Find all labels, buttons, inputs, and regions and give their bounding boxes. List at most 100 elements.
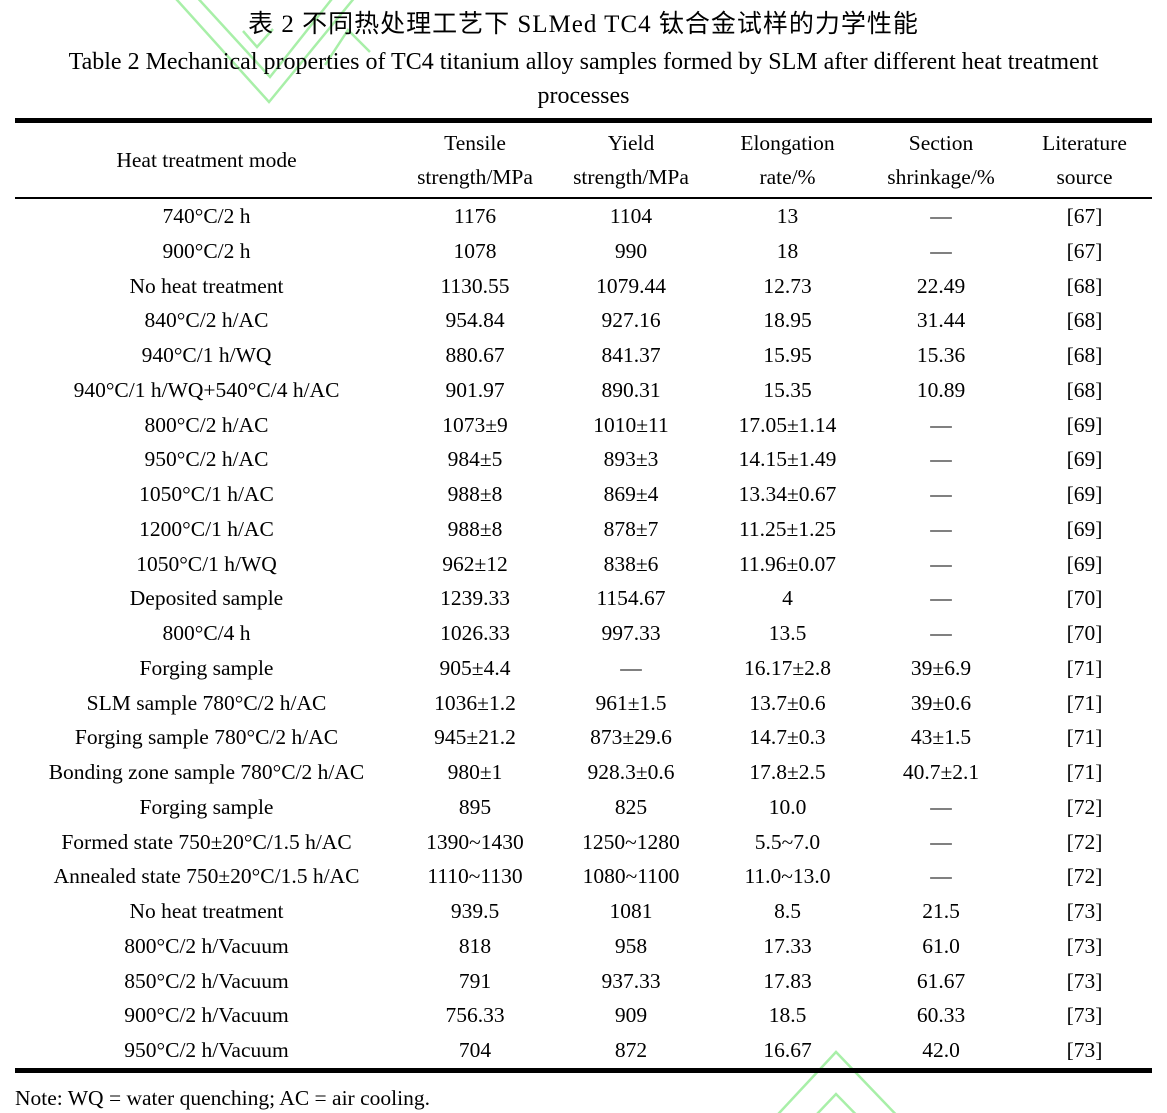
cell-section-shrinkage-pct: 43±1.5 [910, 725, 972, 750]
table-title-english-cont: processes [537, 83, 630, 109]
cell-literature-source: [68] [1066, 308, 1103, 333]
cell-elongation-rate-pct: 4 [782, 586, 793, 611]
cell-elongation-rate-pct: 17.8±2.5 [749, 760, 826, 784]
cell-yield-strength-mpa: 838±6 [603, 551, 659, 576]
cell-yield-strength-mpa: 869±4 [603, 482, 659, 506]
cell-heat-treatment-mode: 940°C/1 h/WQ+540°C/4 h/AC [73, 377, 340, 402]
cell-elongation-rate-pct: 11.25±1.25 [738, 516, 836, 541]
cell-heat-treatment-mode: Forging sample [139, 794, 274, 819]
cell-section-shrinkage-pct: 60.33 [916, 1003, 966, 1028]
table-footnote: Note: WQ = water quenching; AC = air coo… [15, 1085, 430, 1110]
cell-yield-strength-mpa: 909 [614, 1003, 648, 1028]
cell-heat-treatment-mode: 800°C/2 h/AC [144, 412, 269, 437]
cell-tensile-strength-mpa: 1390~1430 [426, 829, 524, 854]
cell-section-shrinkage-pct: 31.44 [916, 308, 966, 333]
cell-tensile-strength-mpa: 939.5 [450, 899, 500, 923]
header-line: Literature [1042, 131, 1127, 155]
cell-literature-source: [69] [1066, 516, 1103, 541]
header-heat-treatment-mode: Heat treatment mode [15, 121, 398, 199]
cell-heat-treatment-mode: 1050°C/1 h/WQ [136, 551, 277, 576]
cell-elongation-rate-pct: 14.15±1.49 [738, 447, 837, 472]
table-row: 1050°C/1 h/AC 988±8 869±4 13.34±0.67 — [69] [15, 477, 1152, 512]
cell-tensile-strength-mpa: 1176 [453, 204, 497, 228]
cell-tensile-strength-mpa: 1239.33 [440, 586, 510, 611]
table-row: 900°C/2 h/Vacuum 756.33 909 18.5 60.33 [73] [15, 998, 1152, 1033]
cell-heat-treatment-mode: No heat treatment [129, 899, 284, 923]
cell-elongation-rate-pct: 13.34±0.67 [738, 482, 837, 506]
cell-literature-source: [73] [1066, 899, 1103, 923]
cell-section-shrinkage-pct: 15.36 [916, 343, 966, 367]
cell-literature-source: [69] [1066, 551, 1103, 576]
cell-literature-source: [73] [1066, 933, 1103, 958]
cell-section-shrinkage-pct: — [930, 447, 952, 472]
header-line: shrinkage/% [887, 165, 995, 189]
cell-section-shrinkage-pct: — [930, 586, 952, 611]
cell-literature-source: [68] [1066, 343, 1103, 367]
cell-section-shrinkage-pct: — [930, 482, 952, 506]
table-row: 950°C/2 h/AC 984±5 893±3 14.15±1.49 — [69] [15, 442, 1152, 477]
cell-elongation-rate-pct: 16.67 [763, 1038, 812, 1062]
cell-tensile-strength-mpa: 1078 [453, 238, 497, 263]
cell-tensile-strength-mpa: 1073±9 [442, 412, 508, 437]
cell-elongation-rate-pct: 18.95 [763, 308, 812, 333]
cell-tensile-strength-mpa: 1026.33 [440, 621, 510, 645]
table-row: 740°C/2 h 1176 1104 13 — [67] [15, 198, 1152, 234]
header-line: Section [908, 131, 974, 155]
cell-heat-treatment-mode: SLM sample 780°C/2 h/AC [86, 690, 327, 715]
table-body: 740°C/2 h 1176 1104 13 — [67] 900°C/2 h 1078 990… [15, 198, 1152, 1070]
cell-literature-source: [71] [1066, 655, 1103, 680]
cell-heat-treatment-mode: 940°C/1 h/WQ [141, 343, 272, 367]
table-row: 950°C/2 h/Vacuum 704 872 16.67 42.0 [73] [15, 1033, 1152, 1070]
cell-literature-source: [70] [1066, 621, 1103, 645]
cell-yield-strength-mpa: 1250~1280 [582, 829, 680, 854]
cell-heat-treatment-mode: No heat treatment [129, 273, 284, 298]
table-row: No heat treatment 939.5 1081 8.5 21.5 [73] [15, 894, 1152, 929]
table-row: No heat treatment 1130.55 1079.44 12.73 22.4… [15, 269, 1152, 304]
cell-yield-strength-mpa: 1081 [609, 899, 653, 923]
header-tensile-strength: Tensile strength/MPa [398, 121, 552, 199]
cell-yield-strength-mpa: 958 [614, 933, 648, 958]
cell-tensile-strength-mpa: 901.97 [445, 377, 505, 402]
cell-section-shrinkage-pct: 61.67 [916, 968, 966, 993]
cell-yield-strength-mpa: 961±1.5 [595, 690, 667, 715]
table-row: Formed state 750±20°C/1.5 h/AC 1390~1430 1… [15, 825, 1152, 860]
header-line: rate/% [759, 165, 816, 189]
header-line: source [1056, 165, 1113, 189]
cell-yield-strength-mpa: 825 [614, 794, 648, 819]
cell-heat-treatment-mode: 900°C/2 h [162, 238, 251, 263]
table-row: 940°C/1 h/WQ 880.67 841.37 15.95 15.36 [68] [15, 338, 1152, 373]
cell-elongation-rate-pct: 11.96±0.07 [738, 551, 836, 576]
cell-yield-strength-mpa: 1079.44 [596, 273, 666, 298]
cell-section-shrinkage-pct: 10.89 [916, 377, 966, 402]
cell-elongation-rate-pct: 15.35 [763, 377, 812, 402]
cell-literature-source: [72] [1066, 794, 1103, 819]
cell-tensile-strength-mpa: 962±12 [442, 551, 508, 576]
cell-heat-treatment-mode: 1200°C/1 h/AC [139, 516, 274, 541]
header-elongation-rate: Elongation rate/% [710, 121, 865, 199]
cell-literature-source: [71] [1066, 690, 1103, 715]
header-row: Heat treatment mode Tensile strength/MPa… [15, 121, 1152, 199]
cell-heat-treatment-mode: Forging sample [139, 655, 274, 680]
header-line: Elongation [740, 131, 835, 155]
cell-elongation-rate-pct: 13.5 [768, 621, 807, 645]
cell-section-shrinkage-pct: 61.0 [922, 933, 960, 958]
cell-heat-treatment-mode: 1050°C/1 h/AC [139, 482, 274, 506]
cell-tensile-strength-mpa: 1036±1.2 [434, 690, 516, 715]
cell-literature-source: [67] [1066, 238, 1103, 263]
cell-tensile-strength-mpa: 704 [458, 1038, 492, 1062]
cell-yield-strength-mpa: — [620, 655, 642, 680]
cell-heat-treatment-mode: 800°C/2 h/Vacuum [124, 933, 289, 958]
cell-elongation-rate-pct: 18 [776, 238, 799, 263]
cell-section-shrinkage-pct: 40.7±2.1 [902, 760, 980, 784]
cell-heat-treatment-mode: 800°C/4 h [162, 621, 251, 645]
cell-elongation-rate-pct: 16.17±2.8 [743, 655, 832, 680]
table-row: Deposited sample 1239.33 1154.67 4 — [70] [15, 581, 1152, 616]
cell-section-shrinkage-pct: — [930, 204, 952, 228]
cell-heat-treatment-mode: Formed state 750±20°C/1.5 h/AC [61, 829, 352, 854]
cell-literature-source: [70] [1066, 586, 1103, 611]
cell-elongation-rate-pct: 13.7±0.6 [749, 690, 826, 715]
cell-literature-source: [69] [1066, 447, 1103, 472]
table-row: 900°C/2 h 1078 990 18 — [67] [15, 234, 1152, 269]
cell-elongation-rate-pct: 5.5~7.0 [754, 829, 821, 854]
